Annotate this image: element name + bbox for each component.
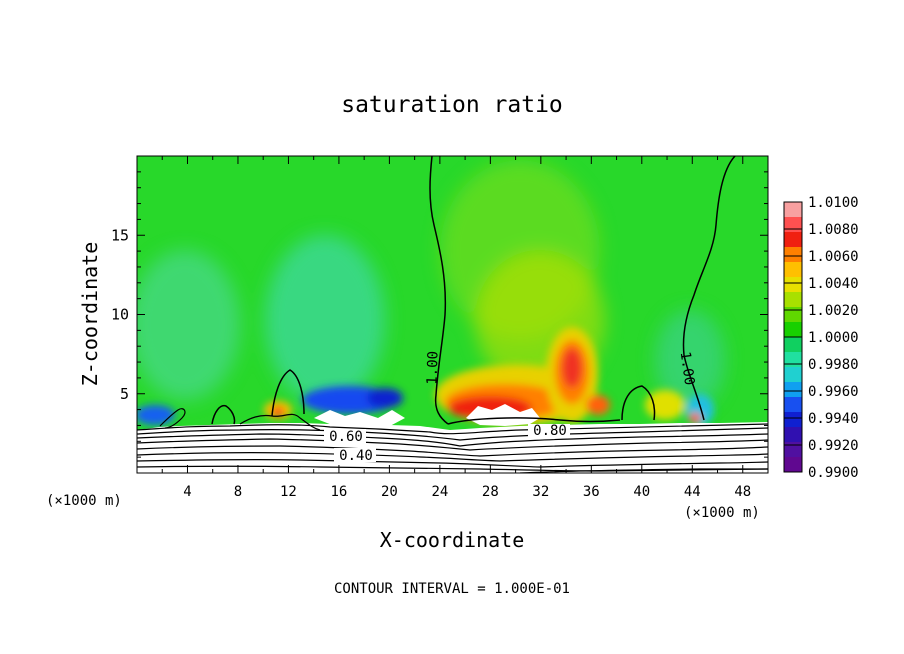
colorbar-swatch xyxy=(784,262,802,278)
contour-1.00-left xyxy=(429,156,449,425)
colorbar-label: 0.9940 xyxy=(808,411,859,427)
contour-1.00-lobe-3 xyxy=(621,385,656,421)
colorbar-label: 1.0060 xyxy=(808,249,859,265)
x-tick-label: 4 xyxy=(183,484,191,500)
x-axis-label: X-coordinate xyxy=(380,528,525,552)
contour-label-0.40: 0.40 xyxy=(339,448,373,464)
colorbar-swatch xyxy=(784,232,802,248)
colorbar-label: 0.9920 xyxy=(808,438,859,454)
field-patch-cyan-mid xyxy=(265,235,385,405)
contour-1.00-right xyxy=(682,156,736,421)
colorbar-swatch xyxy=(784,382,802,398)
colorbar-swatch xyxy=(784,337,802,353)
terrain-contour-9 xyxy=(519,468,768,473)
contour-label-1.00-left: 1.00 xyxy=(424,351,441,385)
field-saturated-patch xyxy=(466,404,540,426)
field-yellow-right xyxy=(645,390,685,420)
colorbar-swatch xyxy=(784,292,802,308)
colorbar-label: 1.0080 xyxy=(808,222,859,238)
terrain-contour-5 xyxy=(137,445,768,457)
contour-interval-note: CONTOUR INTERVAL = 1.000E-01 xyxy=(334,581,570,597)
x-tick-label: 8 xyxy=(234,484,242,500)
terrain-contour-2 xyxy=(137,427,768,441)
field-red-plume xyxy=(562,348,582,388)
colorbar-swatch xyxy=(784,457,802,473)
y-tick-label: 5 xyxy=(120,385,129,403)
field-blue-core xyxy=(367,388,403,408)
x-tick-label: 28 xyxy=(482,484,499,500)
x-tick-label: 32 xyxy=(532,484,549,500)
colorbar-label: 1.0000 xyxy=(808,330,859,346)
colorbar-swatch xyxy=(784,412,802,428)
y-ticks: 5 10 15 xyxy=(111,171,768,458)
x-tick-label: 40 xyxy=(633,484,650,500)
terrain-wiggle-mid xyxy=(239,413,321,431)
x-tick-label: 36 xyxy=(583,484,600,500)
field-saturated-patch-left xyxy=(314,410,405,428)
colorbar-swatch xyxy=(784,247,802,263)
chart-title: saturation ratio xyxy=(341,92,563,118)
terrain-contour-3 xyxy=(137,433,768,447)
x-tick-label: 20 xyxy=(381,484,398,500)
colorbar-labels: 1.0100 1.0080 1.0060 1.0040 1.0020 1.0000 0.99… xyxy=(784,195,859,481)
contour-1.00-lobe-1 xyxy=(211,404,236,425)
colorbar-swatch xyxy=(784,442,802,458)
colorbar-swatch xyxy=(784,277,802,293)
x-tick-label: 24 xyxy=(431,484,448,500)
colorbar-label: 0.9900 xyxy=(808,465,859,481)
colorbar-label: 0.9960 xyxy=(808,384,859,400)
contour-label-0.60: 0.60 xyxy=(329,429,363,445)
contour-1.00-lobe-4 xyxy=(447,417,621,425)
terrain-contour-4 xyxy=(137,438,768,451)
x-unit-label-left: (×1000 m) xyxy=(46,493,122,509)
terrain-contour-6 xyxy=(137,452,768,462)
terrain-contour-7 xyxy=(137,458,768,468)
x-tick-label: 12 xyxy=(280,484,297,500)
colorbar-label: 1.0040 xyxy=(808,276,859,292)
x-tick-label: 44 xyxy=(684,484,701,500)
contour-label-0.80: 0.80 xyxy=(533,423,567,439)
contour-1.00-lobe-2 xyxy=(271,369,305,417)
colorbar-swatch xyxy=(784,352,802,368)
colorbar-label: 0.9980 xyxy=(808,357,859,373)
x-tick-label: 16 xyxy=(330,484,347,500)
terrain-wiggle-left xyxy=(159,408,186,429)
colorbar-swatch xyxy=(784,322,802,338)
colorbar-label: 1.0020 xyxy=(808,303,859,319)
terrain-contour-1 xyxy=(137,423,768,435)
x-ticks: 4 8 12 16 20 24 28 32 36 40 44 48 xyxy=(161,156,751,500)
colorbar-label: 1.0100 xyxy=(808,195,859,211)
field-red-right xyxy=(689,413,701,423)
y-tick-label: 10 xyxy=(111,306,129,324)
field-patch-cyan-right xyxy=(655,310,725,410)
saturation-field: 1.00 1.00 0.60 0.40 0.80 xyxy=(137,156,768,473)
field-orange-streak xyxy=(586,395,610,415)
field-blue-left xyxy=(137,405,175,425)
field-red-left-peak xyxy=(272,407,284,417)
contour-label-1.00-right: 1.00 xyxy=(677,351,698,387)
terrain-contour-8 xyxy=(137,465,768,472)
colorbar-swatch xyxy=(784,307,802,323)
y-tick-label: 15 xyxy=(111,226,129,244)
colorbar-swatch xyxy=(784,427,802,443)
colorbar-swatch xyxy=(784,202,802,218)
colorbar-swatch xyxy=(784,367,802,383)
colorbar-swatch xyxy=(784,397,802,413)
y-axis-label: Z-coordinate xyxy=(78,242,102,387)
x-unit-label-right: (×1000 m) xyxy=(684,505,760,521)
field-patch-cyan-left xyxy=(137,250,240,400)
field-cyan-right xyxy=(686,394,714,426)
x-tick-label: 48 xyxy=(734,484,751,500)
colorbar-swatch xyxy=(784,217,802,233)
